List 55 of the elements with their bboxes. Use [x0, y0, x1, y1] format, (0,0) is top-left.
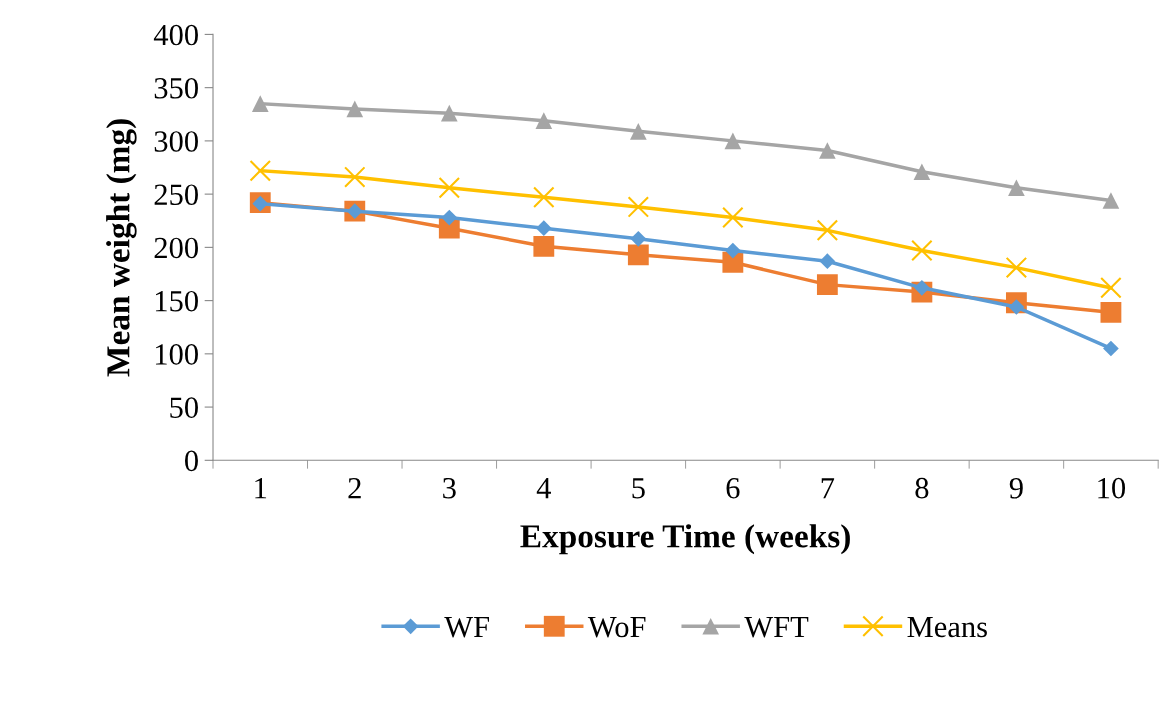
- y-tick-label: 400: [153, 24, 198, 46]
- x-tick-label: 7: [821, 478, 835, 499]
- y-tick-label: 300: [154, 131, 198, 152]
- legend-label: WFT: [744, 616, 809, 638]
- point: [1102, 192, 1120, 209]
- x-tick-label: 2: [348, 477, 361, 499]
- point: [533, 235, 555, 257]
- point: [724, 132, 742, 150]
- point: [725, 242, 741, 259]
- point: [1103, 340, 1119, 357]
- point: [1100, 301, 1122, 323]
- legend-label: WF: [444, 616, 489, 638]
- point: [816, 219, 839, 242]
- y-tick-label: 100: [155, 344, 198, 365]
- x-tick-label: 4: [536, 478, 551, 499]
- y-tick-label: 200: [154, 237, 198, 259]
- point: [346, 100, 364, 118]
- point: [440, 104, 458, 122]
- point: [251, 95, 269, 112]
- point: [911, 239, 933, 262]
- y-tick-label: 350: [154, 77, 198, 99]
- point: [819, 142, 836, 159]
- legend-label: WoF: [587, 616, 646, 638]
- x-tick-label: 5: [632, 478, 645, 499]
- point: [816, 274, 838, 296]
- x-tick-label: 9: [1009, 477, 1023, 499]
- point: [627, 244, 649, 266]
- x-axis-title: Exposure Time (weeks): [520, 524, 850, 555]
- legend-label: Means: [907, 616, 987, 638]
- point: [1100, 277, 1122, 299]
- x-tick-label: 10: [1098, 477, 1126, 499]
- y-tick-label: 0: [185, 450, 198, 472]
- point: [533, 186, 555, 209]
- x-tick-label: 3: [443, 477, 456, 499]
- point: [438, 176, 461, 199]
- x-tick-label: 8: [915, 477, 929, 499]
- point: [441, 209, 458, 226]
- y-tick-label: 50: [170, 397, 198, 418]
- point: [630, 122, 647, 140]
- point: [535, 220, 552, 237]
- point: [249, 159, 272, 182]
- point: [722, 206, 744, 229]
- y-axis-title: Mean weight (mg): [106, 119, 137, 377]
- x-tick-label: 1: [255, 478, 267, 499]
- x-tick-label: 6: [726, 477, 740, 499]
- point: [1005, 256, 1028, 279]
- point: [344, 166, 366, 188]
- point: [630, 230, 647, 247]
- point: [1008, 179, 1025, 197]
- point: [819, 253, 836, 270]
- y-tick-label: 150: [155, 290, 198, 312]
- point: [627, 196, 650, 218]
- point: [913, 163, 931, 181]
- point: [535, 112, 553, 129]
- y-tick-label: 250: [154, 184, 198, 206]
